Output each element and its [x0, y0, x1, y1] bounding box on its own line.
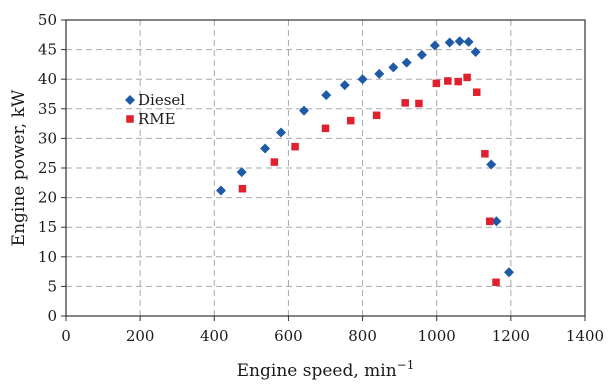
diesel-point-19: [504, 267, 515, 278]
y-axis-title: Engine power, kW: [9, 89, 29, 246]
rme-point-8: [432, 79, 441, 88]
diesel-point-16: [470, 46, 481, 57]
diesel-point-5: [321, 90, 332, 101]
x-tick-label-400: 400: [200, 327, 229, 345]
legend-marker-rme: [126, 115, 134, 123]
diesel-point-13: [444, 37, 455, 48]
y-tick-label-50: 50: [38, 11, 57, 29]
y-tick-label-20: 20: [38, 189, 57, 207]
x-axis-title: Engine speed, min−1: [237, 358, 415, 381]
y-tick-label-35: 35: [38, 100, 57, 118]
diesel-point-15: [463, 36, 474, 47]
y-tick-label-45: 45: [38, 41, 57, 59]
x-tick-label-800: 800: [348, 327, 377, 345]
rme-point-12: [473, 88, 481, 96]
legend-symbol-diesel: [125, 95, 135, 105]
rme-point-10: [454, 77, 462, 86]
axes: [61, 19, 586, 321]
x-tick-label-200: 200: [126, 327, 155, 345]
y-tick-label-10: 10: [38, 248, 57, 266]
rme-point-15: [492, 278, 500, 287]
y-tick-label-0: 0: [47, 307, 57, 325]
legend-item-diesel: Diesel: [125, 91, 185, 109]
rme-point-5: [372, 111, 381, 120]
data-points: [215, 36, 515, 287]
diesel-point-18: [491, 216, 502, 227]
diesel-point-10: [401, 57, 412, 68]
rme-point-3: [321, 124, 330, 133]
rme-point-2: [291, 142, 299, 151]
diesel-point-14: [454, 36, 465, 47]
x-tick-label-1400: 1400: [566, 327, 604, 345]
y-tick-label-30: 30: [38, 129, 57, 147]
diesel-point-6: [339, 80, 350, 91]
y-tick-label-5: 5: [47, 277, 57, 295]
rme-point-1: [270, 158, 279, 166]
rme-point-7: [415, 99, 423, 108]
grid: [66, 20, 585, 316]
x-tick-label-0: 0: [61, 327, 71, 345]
y-tick-label-40: 40: [38, 70, 57, 88]
series-rme: [238, 73, 500, 287]
x-axis-title-text: Engine speed, min: [237, 361, 397, 381]
series-diesel: [215, 36, 515, 278]
x-tick-label-600: 600: [274, 327, 303, 345]
legend-label-diesel: Diesel: [138, 91, 185, 109]
x-axis-title-superscript: −1: [397, 358, 415, 372]
diesel-point-0: [215, 185, 226, 196]
tick-labels: 0 200 400 600 800 1000 1200 1400 0 5 10 15 20 25 30 35 4…: [38, 11, 604, 345]
diesel-point-9: [388, 62, 399, 73]
rme-point-4: [346, 116, 355, 125]
diesel-point-17: [486, 159, 497, 170]
diesel-point-7: [357, 74, 368, 85]
legend-marker-diesel: [125, 95, 135, 105]
rme-point-13: [481, 150, 489, 158]
y-tick-label-25: 25: [38, 159, 57, 177]
rme-point-0: [238, 184, 247, 193]
x-tick-label-1200: 1200: [492, 327, 530, 345]
diesel-point-12: [429, 40, 440, 51]
diesel-point-2: [260, 143, 271, 154]
rme-point-14: [485, 217, 494, 226]
legend-symbol-rme: [126, 115, 134, 123]
rme-point-9: [444, 77, 452, 85]
diesel-point-4: [298, 105, 309, 116]
diesel-point-8: [374, 68, 385, 79]
diesel-point-11: [416, 49, 427, 60]
x-tick-label-1000: 1000: [418, 327, 456, 345]
y-tick-label-15: 15: [38, 218, 57, 236]
rme-point-6: [401, 99, 409, 107]
diesel-point-3: [276, 127, 287, 138]
diesel-point-1: [236, 167, 247, 178]
legend: Diesel RME: [125, 91, 185, 128]
legend-label-rme: RME: [138, 110, 176, 128]
rme-point-11: [463, 73, 471, 82]
legend-item-rme: RME: [126, 110, 176, 128]
